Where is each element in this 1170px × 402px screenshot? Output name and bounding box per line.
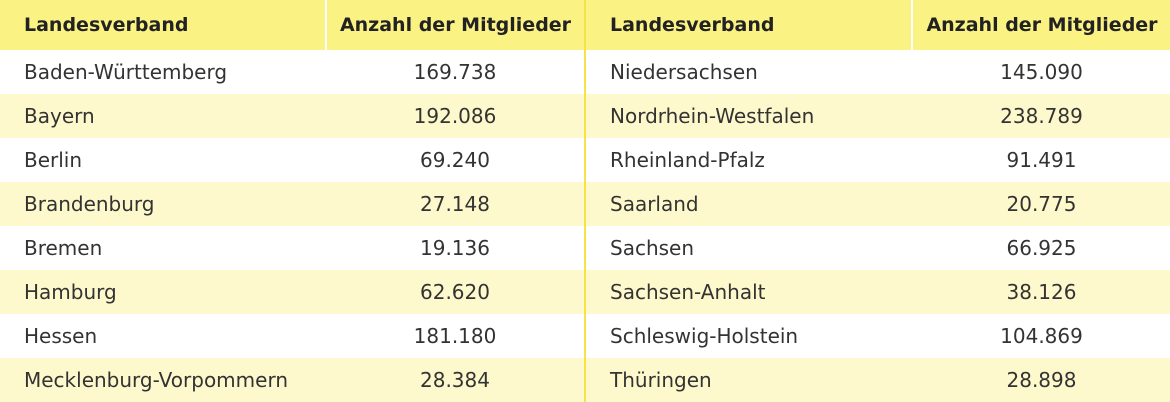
table-row: Bremen 19.136 — [0, 226, 585, 270]
member-count: 192.086 — [326, 94, 585, 138]
state-name: Thüringen — [586, 358, 912, 402]
table-row: Saarland 20.775 — [586, 182, 1170, 226]
state-name: Sachsen-Anhalt — [586, 270, 912, 314]
member-count: 38.126 — [912, 270, 1170, 314]
column-header-mitglieder: Anzahl der Mitglieder — [911, 0, 1170, 50]
member-count: 169.738 — [326, 50, 585, 94]
state-name: Hamburg — [0, 270, 326, 314]
state-name: Schleswig-Holstein — [586, 314, 912, 358]
state-name: Niedersachsen — [586, 50, 912, 94]
column-header-landesverband: Landesverband — [0, 0, 326, 50]
member-count: 104.869 — [912, 314, 1170, 358]
table-row: Hessen 181.180 — [0, 314, 585, 358]
state-name: Nordrhein-Westfalen — [586, 94, 912, 138]
state-name: Bayern — [0, 94, 326, 138]
table-row: Nordrhein-Westfalen 238.789 — [586, 94, 1170, 138]
table-header-row: Landesverband Anzahl der Mitglieder — [0, 0, 585, 50]
table-row: Schleswig-Holstein 104.869 — [586, 314, 1170, 358]
table-row: Brandenburg 27.148 — [0, 182, 585, 226]
state-name: Sachsen — [586, 226, 912, 270]
table-row: Bayern 192.086 — [0, 94, 585, 138]
table-header-row: Landesverband Anzahl der Mitglieder — [586, 0, 1170, 50]
table-row: Sachsen-Anhalt 38.126 — [586, 270, 1170, 314]
state-name: Hessen — [0, 314, 326, 358]
column-header-mitglieder: Anzahl der Mitglieder — [325, 0, 585, 50]
member-count: 27.148 — [326, 182, 585, 226]
table-row: Mecklenburg-Vorpommern 28.384 — [0, 358, 585, 402]
member-count: 69.240 — [326, 138, 585, 182]
member-count: 91.491 — [912, 138, 1170, 182]
member-count: 181.180 — [326, 314, 585, 358]
state-name: Berlin — [0, 138, 326, 182]
table-row: Niedersachsen 145.090 — [586, 50, 1170, 94]
state-name: Saarland — [586, 182, 912, 226]
member-count: 66.925 — [912, 226, 1170, 270]
membership-table-right: Landesverband Anzahl der Mitglieder Nied… — [586, 0, 1170, 402]
member-count: 28.384 — [326, 358, 585, 402]
state-name: Rheinland-Pfalz — [586, 138, 912, 182]
member-count: 20.775 — [912, 182, 1170, 226]
table-row: Berlin 69.240 — [0, 138, 585, 182]
state-name: Bremen — [0, 226, 326, 270]
table-row: Sachsen 66.925 — [586, 226, 1170, 270]
table-row: Baden-Württemberg 169.738 — [0, 50, 585, 94]
membership-table-left: Landesverband Anzahl der Mitglieder Bade… — [0, 0, 586, 402]
state-name: Baden-Württemberg — [0, 50, 326, 94]
column-header-landesverband: Landesverband — [586, 0, 912, 50]
member-count: 62.620 — [326, 270, 585, 314]
table-row: Hamburg 62.620 — [0, 270, 585, 314]
member-count: 238.789 — [912, 94, 1170, 138]
table-row: Thüringen 28.898 — [586, 358, 1170, 402]
state-name: Mecklenburg-Vorpommern — [0, 358, 326, 402]
member-count: 145.090 — [912, 50, 1170, 94]
member-count: 19.136 — [326, 226, 585, 270]
member-count: 28.898 — [912, 358, 1170, 402]
table-row: Rheinland-Pfalz 91.491 — [586, 138, 1170, 182]
state-name: Brandenburg — [0, 182, 326, 226]
